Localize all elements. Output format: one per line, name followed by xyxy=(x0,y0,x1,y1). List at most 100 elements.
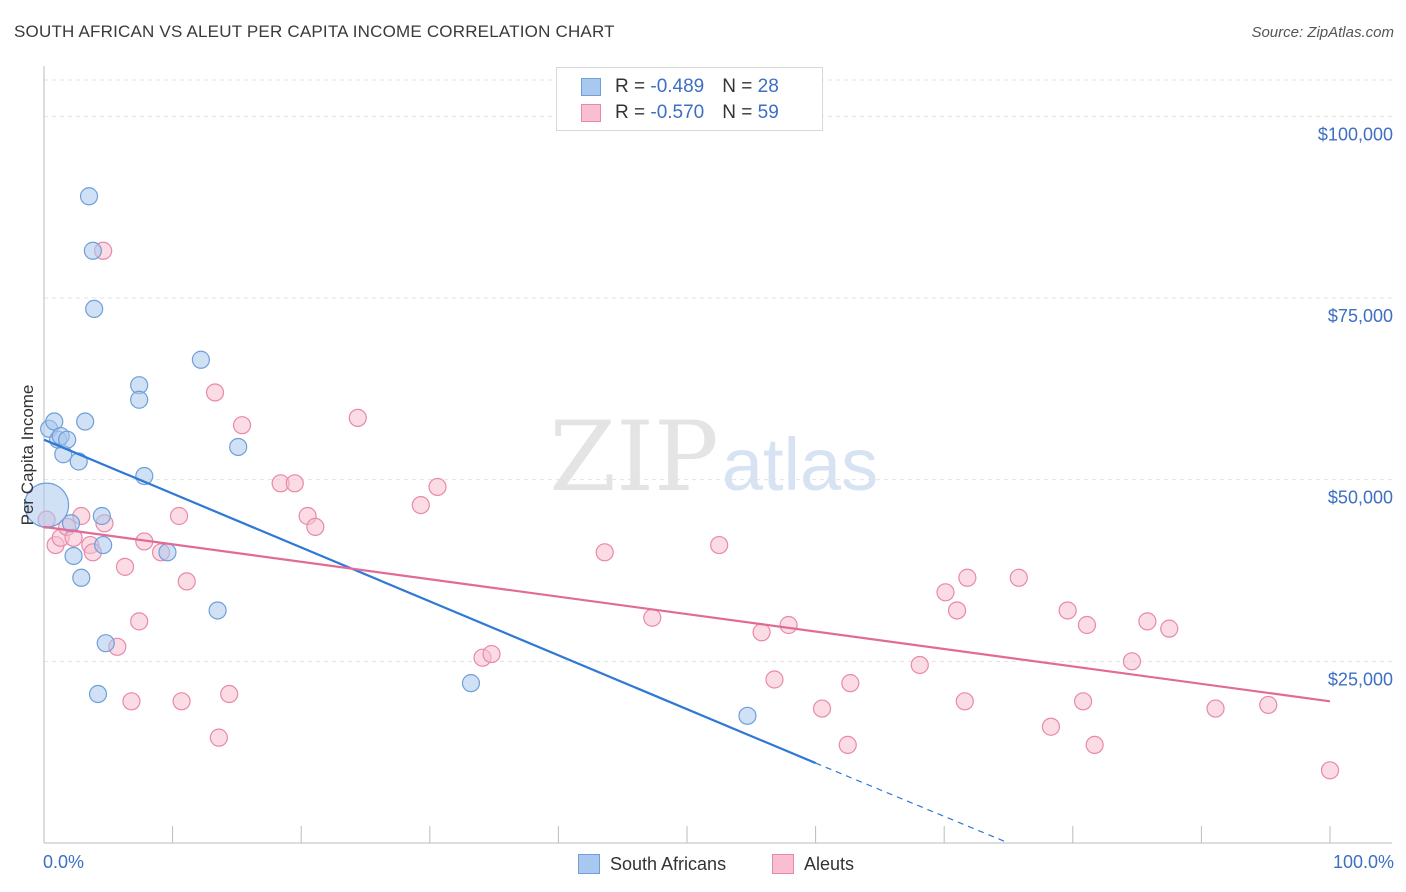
aleut-point xyxy=(1077,615,1097,635)
aleut-point xyxy=(1041,717,1061,736)
y-tick-label: $25,000 xyxy=(1328,669,1393,689)
n-value-south-africans: 28 xyxy=(757,76,779,97)
aleut-point xyxy=(1073,692,1093,711)
aleut-point xyxy=(958,568,977,587)
aleut-point xyxy=(482,644,501,664)
south-african-point xyxy=(96,634,115,653)
south-african-point xyxy=(130,390,149,409)
aleut-point xyxy=(348,408,367,427)
south-african-point xyxy=(94,535,113,555)
aleut-point xyxy=(1122,652,1142,671)
chart-title: SOUTH AFRICAN VS ALEUT PER CAPITA INCOME… xyxy=(14,22,615,41)
blue-swatch-icon xyxy=(581,78,601,96)
south-african-point xyxy=(738,706,757,725)
south-african-point xyxy=(76,412,95,431)
aleut-point xyxy=(130,612,149,631)
aleut-point xyxy=(232,416,252,435)
south-african-point xyxy=(208,601,227,620)
aleut-point xyxy=(205,383,225,402)
aleut-point xyxy=(220,684,239,704)
bottom-legend-label: South Africans xyxy=(610,853,727,874)
bottom-legend-aleuts: Aleuts xyxy=(772,852,854,876)
aleut-point xyxy=(1160,619,1179,638)
south-african-trend-extension xyxy=(815,762,1009,844)
aleut-point xyxy=(710,535,729,555)
blue-swatch-icon xyxy=(578,854,600,874)
aleut-point xyxy=(177,572,196,591)
aleut-point xyxy=(595,543,614,562)
correlation-legend: R = -0.489 N = 28 R = -0.570 N = 59 xyxy=(556,67,823,131)
r-value-aleuts: -0.570 xyxy=(650,102,705,123)
aleut-point xyxy=(115,557,135,576)
south-african-point xyxy=(191,350,210,369)
south-african-point xyxy=(72,568,91,587)
aleut-point xyxy=(122,692,141,711)
aleut-point xyxy=(947,601,967,620)
trend-lines xyxy=(43,438,1331,844)
aleut-point xyxy=(1259,695,1278,715)
aleut-point xyxy=(1058,601,1077,620)
aleut-point xyxy=(1206,699,1225,718)
r-label: R = xyxy=(615,76,651,97)
south-african-point xyxy=(64,546,83,566)
aleut-point xyxy=(428,477,447,497)
aleut-point xyxy=(1085,735,1104,755)
aleut-point xyxy=(285,474,304,493)
south-african-point xyxy=(79,187,99,206)
n-label: N = xyxy=(722,102,758,123)
aleut-point xyxy=(838,735,857,755)
y-tick-label: $50,000 xyxy=(1328,488,1393,508)
watermark-atlas: atlas xyxy=(722,423,878,506)
aleut-point xyxy=(955,692,974,711)
x-tick-max: 100.0% xyxy=(1332,852,1394,872)
south-african-points xyxy=(23,187,757,725)
aleut-point xyxy=(1320,761,1340,780)
aleut-point xyxy=(910,655,929,675)
aleut-point xyxy=(209,728,228,747)
south-african-point xyxy=(69,452,88,471)
south-african-point xyxy=(61,514,81,533)
aleut-point xyxy=(172,692,191,711)
south-african-point xyxy=(58,430,77,449)
axes xyxy=(43,66,1392,844)
n-label: N = xyxy=(722,76,758,97)
r-value-south-africans: -0.489 xyxy=(650,76,705,97)
aleut-point xyxy=(765,670,784,689)
legend-row-south-africans: R = -0.489 N = 28 xyxy=(581,75,779,99)
y-tick-label: $100,000 xyxy=(1318,124,1393,144)
south-african-point xyxy=(461,674,481,693)
south-african-trend-line xyxy=(43,438,817,765)
aleut-trend-line xyxy=(43,525,1331,703)
south-african-point xyxy=(85,299,104,318)
aleut-point xyxy=(936,583,955,602)
pink-swatch-icon xyxy=(581,104,601,122)
bottom-legend-label: Aleuts xyxy=(804,853,855,874)
aleut-point xyxy=(752,623,771,642)
bottom-legend-south-africans: South Africans xyxy=(578,852,726,876)
source-label: Source: ZipAtlas.com xyxy=(1251,24,1394,41)
legend-row-aleuts: R = -0.570 N = 59 xyxy=(581,101,779,125)
south-african-point xyxy=(92,506,111,526)
south-african-point xyxy=(229,437,248,457)
aleut-point xyxy=(841,674,860,693)
aleut-point xyxy=(1138,612,1157,631)
aleut-point xyxy=(812,699,832,718)
y-tick-labels: $25,000 $50,000 $75,000 $100,000 xyxy=(1318,124,1393,689)
x-tick-min: 0.0% xyxy=(43,852,85,872)
y-tick-label: $75,000 xyxy=(1328,306,1393,326)
aleut-point xyxy=(779,615,798,635)
aleut-point xyxy=(643,608,662,627)
aleut-point xyxy=(169,506,189,526)
aleut-point xyxy=(411,496,430,515)
n-value-aleuts: 59 xyxy=(757,102,779,123)
aleut-point xyxy=(306,517,325,537)
south-african-point xyxy=(83,241,102,260)
pink-swatch-icon xyxy=(772,854,794,874)
y-axis-label: Per Capita Income xyxy=(18,384,37,526)
south-african-point xyxy=(158,543,177,562)
watermark-zip: ZIP xyxy=(549,401,718,513)
south-african-point xyxy=(88,684,108,704)
aleut-point xyxy=(1009,568,1028,587)
gridlines xyxy=(44,79,1392,662)
